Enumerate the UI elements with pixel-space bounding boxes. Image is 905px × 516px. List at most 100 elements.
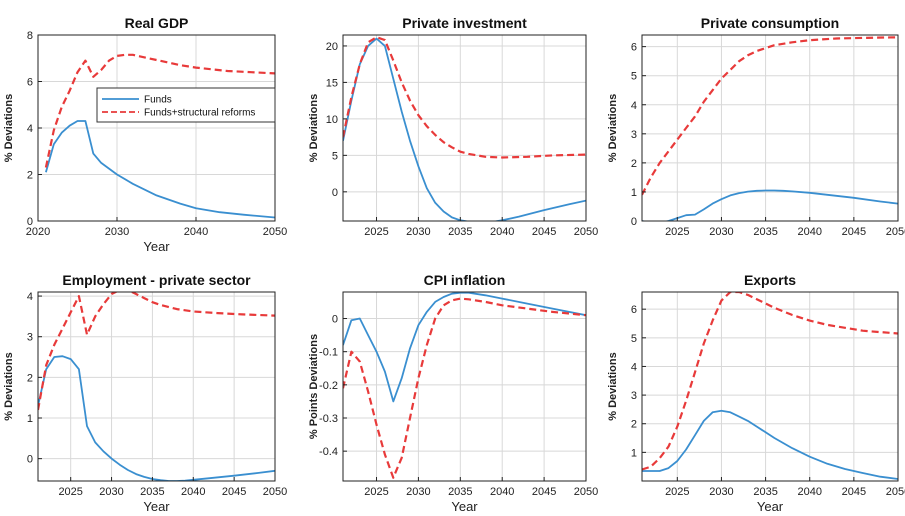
x-tick-label: 2045: [532, 226, 556, 238]
chart-panel-4: 2025 2030 2035 2040 2045 2050 0 1 2 3 4 Employment …: [3, 272, 287, 514]
x-axis-label: Year: [143, 239, 170, 254]
series-line-funds-structural-reforms: [642, 36, 898, 196]
series-line-funds: [45, 120, 275, 219]
chart-panel-3: 2025 2030 2035 2040 2045 2050 0 1 2 3 4 5 6 Private c…: [607, 15, 905, 238]
x-tick-label: 2025: [58, 486, 82, 498]
y-axis-label: % Deviations: [308, 94, 320, 162]
x-axis-label: Year: [451, 499, 478, 514]
series-line-funds: [642, 409, 898, 480]
y-axis-label: % Deviations: [3, 352, 15, 420]
x-tick-label: 2045: [842, 226, 866, 238]
x-tick-label: 2035: [448, 486, 472, 498]
x-tick-label: 2030: [99, 486, 123, 498]
y-tick-label: 0: [27, 216, 33, 228]
chart-title: Private consumption: [701, 15, 839, 31]
x-tick-label: 2025: [364, 226, 388, 238]
x-tick-label: 2030: [709, 486, 733, 498]
y-tick-label: 4: [631, 100, 637, 112]
y-tick-label: 3: [631, 129, 637, 141]
x-tick-label: 2040: [490, 226, 514, 238]
y-tick-label: 5: [332, 150, 338, 162]
plot-frame: [641, 34, 899, 222]
chart-title: Employment - private sector: [62, 272, 251, 288]
x-tick-label: 2040: [797, 486, 821, 498]
series-line-funds-structural-reforms: [343, 36, 586, 159]
y-tick-label: 6: [27, 77, 33, 89]
y-axis-label: % Deviations: [607, 94, 619, 162]
y-tick-label: 5: [631, 71, 637, 83]
y-tick-label: 0: [332, 187, 338, 199]
series-line-funds-structural-reforms: [642, 292, 898, 471]
x-tick-label: 2050: [574, 226, 598, 238]
x-tick-label: 2045: [532, 486, 556, 498]
series-line-funds: [343, 37, 586, 221]
x-axis-label: Year: [143, 499, 170, 514]
y-axis-label: % Deviations: [607, 352, 619, 420]
legend-label: Funds: [144, 95, 172, 106]
x-tick-label: 2050: [886, 486, 905, 498]
y-tick-label: 6: [631, 304, 637, 316]
y-tick-label: 5: [631, 333, 637, 345]
x-tick-label: 2050: [574, 486, 598, 498]
x-tick-label: 2040: [797, 226, 821, 238]
y-tick-label: 4: [27, 123, 33, 135]
y-tick-label: 0: [631, 216, 637, 228]
x-tick-label: 2035: [448, 226, 472, 238]
x-tick-label: 2030: [406, 226, 430, 238]
x-tick-label: 2050: [263, 486, 287, 498]
x-tick-label: 2025: [364, 486, 388, 498]
y-tick-label: 0: [332, 314, 338, 326]
chart-title: CPI inflation: [424, 272, 506, 288]
y-tick-label: -0.3: [319, 413, 338, 425]
x-tick-label: 2025: [665, 226, 689, 238]
y-tick-label: -0.2: [319, 380, 338, 392]
x-tick-label: 2025: [665, 486, 689, 498]
y-tick-label: 20: [326, 41, 338, 53]
legend-label: Funds+structural reforms: [144, 108, 255, 119]
x-tick-label: 2030: [406, 486, 430, 498]
y-tick-label: 0: [27, 454, 33, 466]
y-tick-label: 2: [631, 158, 637, 170]
x-tick-label: 2050: [263, 226, 287, 238]
y-tick-label: 8: [27, 30, 33, 42]
x-axis-label: Year: [757, 499, 784, 514]
chart-title: Real GDP: [125, 15, 189, 31]
y-tick-label: 4: [27, 291, 33, 303]
legend-box: [96, 87, 276, 123]
x-tick-label: 2040: [181, 486, 205, 498]
y-tick-label: 3: [27, 332, 33, 344]
plot-frame: [342, 291, 587, 482]
x-tick-label: 2035: [753, 226, 777, 238]
plot-frame: [342, 34, 587, 222]
plot-frame: [37, 291, 276, 482]
chart-panel-2: 2025 2030 2035 2040 2045 2050 0 5 10 15 20 Private …: [308, 15, 598, 238]
series-line-funds-structural-reforms: [44, 53, 275, 168]
y-tick-label: 1: [631, 447, 637, 459]
x-tick-label: 2030: [709, 226, 733, 238]
chart-title: Exports: [744, 272, 796, 288]
series-line-funds: [642, 189, 898, 221]
y-tick-label: 2: [27, 170, 33, 182]
plot-frame: [641, 291, 899, 482]
y-tick-label: 2: [27, 372, 33, 384]
y-tick-label: 15: [326, 77, 338, 89]
y-tick-label: 4: [631, 361, 637, 373]
x-tick-label: 2035: [753, 486, 777, 498]
y-tick-label: 1: [631, 187, 637, 199]
series-line-funds-structural-reforms: [343, 297, 586, 479]
chart-legend: Funds Funds+structural reforms: [96, 87, 276, 123]
x-tick-label: 2035: [140, 486, 164, 498]
y-tick-label: 6: [631, 42, 637, 54]
y-tick-label: -0.1: [319, 347, 338, 359]
y-tick-label: 3: [631, 390, 637, 402]
y-tick-label: -0.4: [319, 446, 338, 458]
series-line-funds-structural-reforms: [38, 292, 275, 411]
x-tick-label: 2050: [886, 226, 905, 238]
x-tick-label: 2040: [490, 486, 514, 498]
x-tick-label: 2030: [105, 226, 129, 238]
chart-title: Private investment: [402, 15, 527, 31]
series-line-funds: [343, 292, 586, 403]
y-axis-label: % Deviations: [3, 94, 15, 162]
y-tick-label: 1: [27, 413, 33, 425]
